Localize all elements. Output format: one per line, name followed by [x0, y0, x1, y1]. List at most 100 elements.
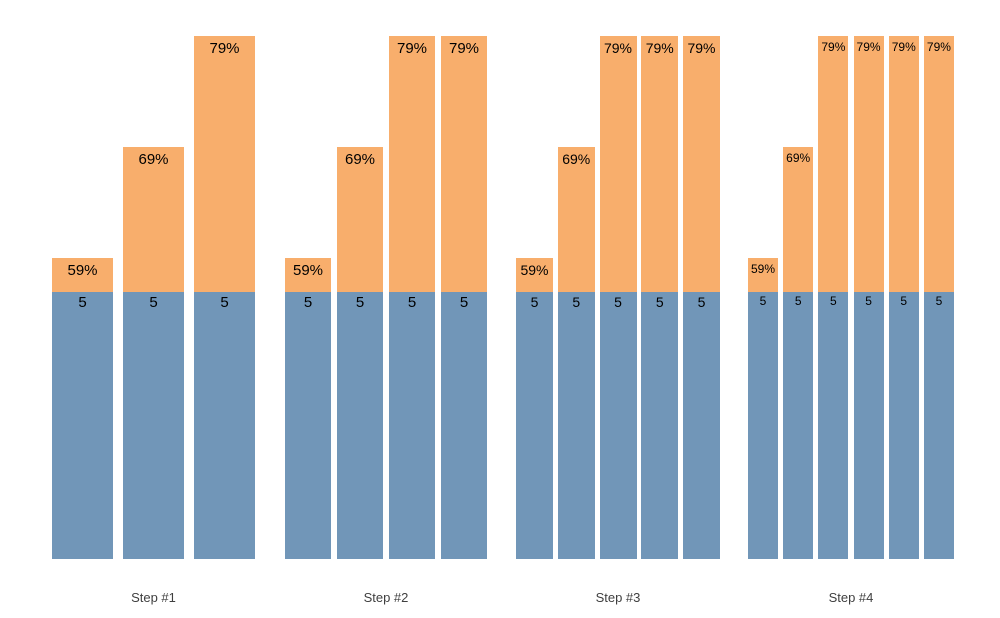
base-label: 5	[900, 294, 908, 308]
base-segment: 5	[783, 292, 814, 559]
base-segment: 5	[337, 292, 383, 559]
base-label: 5	[303, 294, 313, 311]
x-axis-label-step-2: Step #2	[363, 590, 409, 605]
base-segment: 5	[748, 292, 778, 559]
percent-label: 79%	[603, 40, 633, 56]
bar-step3-1: 59% 5	[516, 258, 553, 559]
percent-segment: 79%	[853, 36, 884, 292]
bar-step3-4: 79% 5	[641, 36, 679, 559]
percent-label: 79%	[821, 40, 846, 54]
percent-label: 79%	[926, 40, 951, 54]
base-segment: 5	[683, 292, 720, 559]
percent-label: 79%	[396, 40, 428, 57]
base-label: 5	[830, 294, 837, 308]
percent-segment: 59%	[52, 258, 113, 292]
base-segment: 5	[516, 292, 553, 559]
percent-label: 79%	[856, 40, 881, 54]
base-segment: 5	[923, 292, 954, 559]
base-label: 5	[614, 294, 622, 310]
base-label: 5	[407, 294, 417, 311]
percent-segment: 79%	[641, 36, 679, 292]
percent-segment: 69%	[557, 147, 595, 292]
percent-segment: 79%	[389, 36, 435, 292]
percent-label: 79%	[687, 40, 716, 56]
bar-step2-2: 69% 5	[337, 147, 383, 559]
base-segment: 5	[818, 292, 849, 559]
bar-step1-3: 79% 5	[194, 36, 255, 559]
x-axis-label-step-3: Step #3	[595, 590, 641, 605]
percent-segment: 79%	[599, 36, 637, 292]
base-segment: 5	[194, 292, 255, 559]
percent-label: 59%	[520, 262, 549, 278]
bar-step4-4: 79% 5	[853, 36, 884, 559]
facet-step-4: 59% 5 69% 5 79% 5 79% 5 79% 5 79% 5	[748, 0, 954, 559]
base-segment: 5	[285, 292, 331, 559]
percent-segment: 79%	[683, 36, 720, 292]
percent-label: 79%	[448, 40, 480, 57]
bar-step4-5: 79% 5	[888, 36, 919, 559]
percent-label: 69%	[562, 151, 591, 167]
percent-label: 79%	[891, 40, 916, 54]
base-label: 5	[78, 294, 87, 311]
bar-step3-3: 79% 5	[599, 36, 637, 559]
base-label: 5	[865, 294, 872, 308]
percent-segment: 79%	[194, 36, 255, 292]
bar-step4-6: 79% 5	[923, 36, 954, 559]
base-segment: 5	[441, 292, 487, 559]
base-label: 5	[794, 294, 802, 308]
base-segment: 5	[853, 292, 884, 559]
facet-step-2: 59% 5 69% 5 79% 5 79% 5	[285, 0, 487, 559]
facet-step-3: 59% 5 69% 5 79% 5 79% 5 79% 5	[516, 0, 720, 559]
percent-segment: 59%	[748, 258, 778, 292]
bar-step1-2: 69% 5	[123, 147, 184, 559]
percent-segment: 79%	[441, 36, 487, 292]
bar-step2-3: 79% 5	[389, 36, 435, 559]
base-segment: 5	[641, 292, 679, 559]
percent-segment: 79%	[888, 36, 919, 292]
base-segment: 5	[888, 292, 919, 559]
bar-step4-2: 69% 5	[783, 147, 814, 559]
percent-label: 69%	[138, 151, 169, 168]
bar-step3-2: 69% 5	[557, 147, 595, 559]
base-segment: 5	[557, 292, 595, 559]
bar-step1-1: 59% 5	[52, 258, 113, 559]
base-label: 5	[530, 294, 539, 310]
base-label: 5	[759, 294, 767, 308]
base-segment: 5	[599, 292, 637, 559]
bar-step2-1: 59% 5	[285, 258, 331, 559]
base-segment: 5	[52, 292, 113, 559]
base-segment: 5	[123, 292, 184, 559]
base-label: 5	[355, 294, 365, 311]
base-label: 5	[220, 294, 229, 311]
percent-segment: 69%	[783, 147, 814, 292]
base-label: 5	[572, 294, 581, 310]
percent-label: 59%	[67, 262, 98, 279]
percent-segment: 59%	[516, 258, 553, 292]
x-axis-label-step-4: Step #4	[828, 590, 874, 605]
bar-step4-3: 79% 5	[818, 36, 849, 559]
base-label: 5	[149, 294, 158, 311]
x-axis-label-step-1: Step #1	[131, 590, 176, 605]
percent-label: 59%	[292, 262, 324, 279]
percent-segment: 59%	[285, 258, 331, 292]
percent-label: 59%	[750, 262, 776, 276]
bar-step2-4: 79% 5	[441, 36, 487, 559]
base-label: 5	[655, 294, 664, 310]
base-segment: 5	[389, 292, 435, 559]
percent-segment: 69%	[123, 147, 184, 292]
base-label: 5	[459, 294, 469, 311]
percent-label: 69%	[344, 151, 376, 168]
facet-step-1: 59% 5 69% 5 79% 5	[52, 0, 255, 559]
bar-step3-5: 79% 5	[683, 36, 720, 559]
percent-segment: 69%	[337, 147, 383, 292]
base-label: 5	[935, 294, 943, 308]
percent-label: 69%	[786, 151, 811, 165]
percent-segment: 79%	[923, 36, 954, 292]
base-label: 5	[697, 294, 706, 310]
percent-label: 79%	[645, 40, 674, 56]
percent-segment: 79%	[818, 36, 849, 292]
bar-step4-1: 59% 5	[748, 258, 778, 559]
percent-label: 79%	[209, 40, 240, 57]
